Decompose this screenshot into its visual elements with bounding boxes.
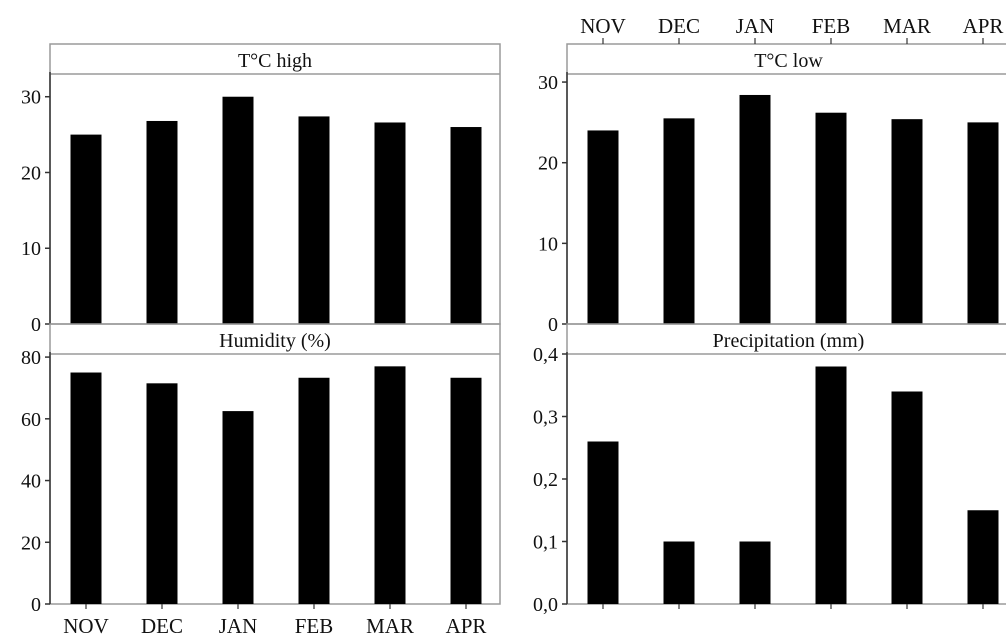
y-tick-label: 0 <box>31 314 41 336</box>
month-label: APR <box>963 14 1004 38</box>
month-label: NOV <box>63 614 109 636</box>
y-tick-label: 60 <box>21 409 41 431</box>
panel-title: T°C high <box>238 50 312 72</box>
bar <box>70 372 102 604</box>
bar <box>663 541 695 604</box>
bar <box>450 377 482 604</box>
y-tick-label: 10 <box>538 233 558 255</box>
panel-frame <box>566 43 1006 325</box>
month-label: MAR <box>366 614 414 636</box>
bar <box>450 127 482 324</box>
y-tick-label: 0 <box>548 314 558 336</box>
month-label: JAN <box>736 14 775 38</box>
bar <box>739 541 771 604</box>
chart-panel: Precipitation (mm) 0,0 0,1 0,2 0,3 0,4 <box>533 323 1006 616</box>
bar <box>891 119 923 325</box>
bar <box>739 94 771 324</box>
bar <box>222 411 254 604</box>
bar <box>815 366 847 604</box>
y-tick-label: 20 <box>538 153 558 175</box>
month-label: NOV <box>580 14 626 38</box>
y-tick-label: 0,2 <box>533 469 558 491</box>
y-tick-label: 0,1 <box>533 532 558 554</box>
panel-frame <box>566 323 1006 605</box>
y-tick-label: 80 <box>21 347 41 369</box>
y-tick-label: 0,0 <box>533 594 558 616</box>
panel-title: Precipitation (mm) <box>713 330 865 352</box>
chart-panels: T°C high 0 10 20 30 T°C low 0 10 20 30 Humidity (%… <box>21 38 1006 616</box>
bar <box>815 112 847 324</box>
panel-title: T°C low <box>754 50 823 72</box>
panel-frame <box>49 43 501 325</box>
bar <box>587 441 619 604</box>
panel-frame <box>49 323 501 605</box>
y-tick-label: 20 <box>21 162 41 184</box>
bar <box>146 383 178 604</box>
y-tick-label: 20 <box>21 532 41 554</box>
bar <box>298 116 330 324</box>
bar <box>967 510 999 604</box>
month-label: JAN <box>219 614 258 636</box>
bar <box>891 391 923 604</box>
y-tick-label: 0 <box>31 594 41 616</box>
month-label: APR <box>446 614 487 636</box>
month-label: FEB <box>812 14 851 38</box>
y-tick-label: 40 <box>21 471 41 493</box>
chart-panel: T°C high 0 10 20 30 <box>21 43 501 336</box>
bar <box>222 96 254 325</box>
bottom-month-axis: NOV DEC JAN FEB MAR APR <box>63 614 486 636</box>
month-label: DEC <box>658 14 700 38</box>
chart-panel: T°C low 0 10 20 30 <box>538 38 1006 336</box>
chart-panel: Humidity (%) 0 20 40 60 80 <box>21 323 501 616</box>
y-tick-label: 30 <box>21 87 41 109</box>
bar <box>663 118 695 325</box>
panel-title: Humidity (%) <box>219 330 331 352</box>
month-label: DEC <box>141 614 183 636</box>
y-tick-label: 0,4 <box>533 344 558 366</box>
bar <box>374 366 406 604</box>
bar <box>70 134 102 324</box>
bar <box>587 130 619 324</box>
y-tick-label: 0,3 <box>533 407 558 429</box>
bar <box>298 377 330 604</box>
bar <box>374 122 406 324</box>
top-month-axis: NOV DEC JAN FEB MAR APR <box>580 14 1003 38</box>
bar <box>967 122 999 324</box>
y-tick-label: 30 <box>538 72 558 94</box>
y-tick-label: 10 <box>21 238 41 260</box>
month-label: FEB <box>295 614 334 636</box>
bar <box>146 120 178 324</box>
month-label: MAR <box>883 14 931 38</box>
